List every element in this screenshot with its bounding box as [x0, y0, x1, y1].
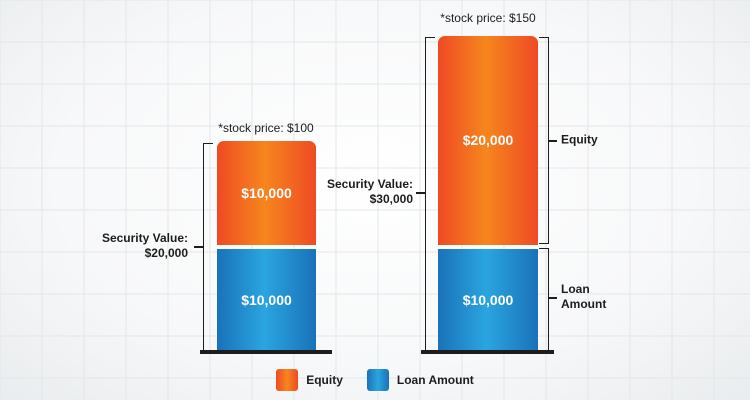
loan-segment-bracket-tick: [549, 297, 557, 299]
legend: Equity Loan Amount: [0, 369, 750, 391]
bar1-security-value-label: Security Value: $20,000: [102, 231, 188, 261]
bar1: $10,000 $10,000: [217, 141, 316, 352]
equity-segment-bracket: [539, 37, 549, 244]
bar2-equity-value-label: $20,000: [462, 132, 514, 149]
bar2-security-value-amount: $30,000: [369, 192, 413, 206]
bar2-baseline: [421, 350, 554, 354]
bar1-security-value-amount: $20,000: [144, 246, 188, 260]
bar1-loan-value-label: $10,000: [241, 292, 292, 309]
bar1-total-bracket-tick: [194, 246, 203, 248]
legend-label-loan: Loan Amount: [396, 373, 474, 387]
equity-segment-bracket-tick: [549, 140, 557, 142]
bar2-total-bracket: [425, 37, 435, 352]
legend-swatch-loan: [366, 369, 389, 391]
legend-item-loan: Loan Amount: [366, 369, 474, 391]
loan-annotation-line1: Loan: [561, 282, 590, 296]
equity-segment-annotation: Equity: [561, 132, 598, 147]
loan-annotation-line2: Amount: [561, 297, 607, 311]
bar1-stock-price-note: *stock price: $100: [218, 121, 314, 135]
loan-segment-bracket: [539, 248, 549, 352]
loan-segment-annotation: Loan Amount: [561, 282, 606, 312]
bar1-equity-value-label: $10,000: [241, 184, 292, 201]
bar2-security-value-title: Security Value:: [326, 177, 413, 191]
bar2-stock-price-note: *stock price: $150: [440, 11, 536, 25]
bar2-total-bracket-tick: [416, 192, 425, 194]
legend-label-equity: Equity: [306, 373, 343, 387]
bar2-security-value-label: Security Value: $30,000: [327, 177, 413, 207]
legend-item-equity: Equity: [276, 369, 343, 391]
legend-swatch-equity: [276, 369, 299, 391]
bar1-equity-segment: $10,000: [217, 141, 316, 245]
bar1-loan-segment: $10,000: [217, 248, 316, 352]
bar2-loan-value-label: $10,000: [462, 292, 514, 309]
bar2: $20,000 $10,000: [438, 36, 538, 352]
bar2-equity-segment: $20,000: [438, 36, 538, 245]
bar1-baseline: [200, 350, 332, 354]
bar1-total-bracket: [203, 143, 213, 352]
bar1-security-value-title: Security Value:: [101, 231, 188, 245]
bar2-loan-segment: $10,000: [438, 248, 538, 352]
